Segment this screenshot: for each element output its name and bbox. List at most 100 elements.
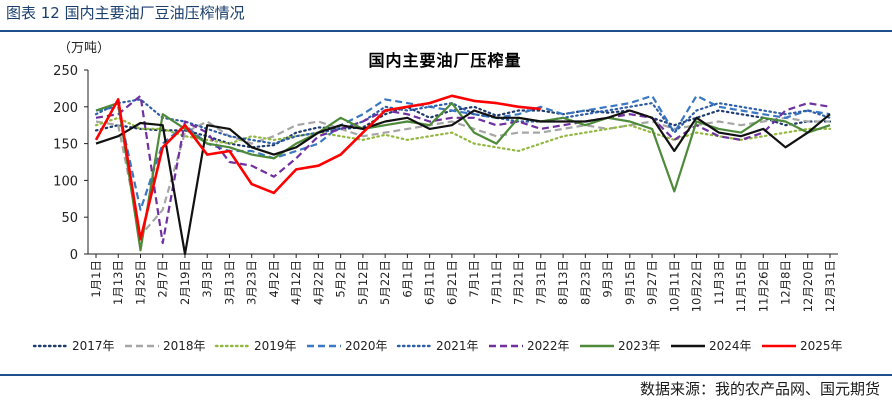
data-point-2024-0 xyxy=(95,143,97,145)
series-line-2025 xyxy=(94,94,541,241)
data-point-2021-6 xyxy=(229,135,231,137)
data-point-2019-20 xyxy=(540,143,542,145)
data-point-2019-13 xyxy=(384,134,386,136)
data-point-2017-10 xyxy=(317,126,319,128)
legend-label: 2019年 xyxy=(254,339,297,353)
legend-label: 2017年 xyxy=(72,339,115,353)
data-point-2019-18 xyxy=(495,146,497,148)
figure-caption: 图表 12 国内主要油厂豆油压榨情况 xyxy=(6,4,245,22)
x-tick-label: 8月13日 xyxy=(556,260,570,305)
chart-title: 国内主要油厂压榨量 xyxy=(368,51,521,70)
data-point-2024-23 xyxy=(607,117,609,119)
data-point-2022-33 xyxy=(829,106,831,108)
data-point-2024-31 xyxy=(785,146,787,148)
data-point-2019-15 xyxy=(429,135,431,137)
data-point-2022-30 xyxy=(762,132,764,134)
data-point-2019-24 xyxy=(629,124,631,126)
x-tick-label: 8月23日 xyxy=(578,260,592,305)
data-point-2025-10 xyxy=(317,165,319,167)
y-tick-label: 50 xyxy=(61,211,78,226)
data-point-2022-28 xyxy=(718,135,720,137)
legend-label: 2025年 xyxy=(800,339,843,353)
data-point-2019-4 xyxy=(184,135,186,137)
legend-label: 2020年 xyxy=(345,339,388,353)
data-point-2024-6 xyxy=(229,128,231,130)
data-point-2021-24 xyxy=(629,106,631,108)
data-point-2022-12 xyxy=(362,121,364,123)
data-point-2024-29 xyxy=(740,135,742,137)
x-tick-label: 3月3日 xyxy=(200,260,214,298)
data-point-2025-2 xyxy=(140,238,142,240)
x-tick-label: 1月1日 xyxy=(89,260,103,298)
data-point-2017-13 xyxy=(384,113,386,115)
source-note: 数据来源：我的农产品网、国元期货 xyxy=(639,380,880,398)
data-point-2018-8 xyxy=(273,135,275,137)
data-point-2024-20 xyxy=(540,121,542,123)
data-point-2019-11 xyxy=(340,135,342,137)
data-point-2019-19 xyxy=(518,150,520,152)
data-point-2024-22 xyxy=(584,121,586,123)
data-point-2022-31 xyxy=(785,110,787,112)
data-point-2023-15 xyxy=(429,124,431,126)
data-point-2023-18 xyxy=(495,143,497,145)
data-point-2025-3 xyxy=(162,146,164,148)
caption-rule xyxy=(0,30,892,32)
data-point-2023-13 xyxy=(384,124,386,126)
data-point-2023-31 xyxy=(785,121,787,123)
data-point-2020-10 xyxy=(317,143,319,145)
data-point-2020-14 xyxy=(406,102,408,104)
data-point-2020-21 xyxy=(562,113,564,115)
data-point-2023-24 xyxy=(629,121,631,123)
x-tick-label: 11月26日 xyxy=(756,260,770,312)
data-point-2023-30 xyxy=(762,117,764,119)
x-tick-label: 7月21日 xyxy=(512,260,526,305)
data-point-2024-26 xyxy=(673,150,675,152)
x-tick-label: 6月21日 xyxy=(445,260,459,305)
data-point-2019-6 xyxy=(229,143,231,145)
x-tick-label: 5月12日 xyxy=(356,260,370,305)
data-point-2024-1 xyxy=(117,135,119,137)
series-line-2018 xyxy=(95,116,830,237)
data-point-2017-18 xyxy=(495,115,497,117)
legend-label: 2018年 xyxy=(163,339,206,353)
data-point-2021-33 xyxy=(829,117,831,119)
data-point-2023-16 xyxy=(451,102,453,104)
data-point-2020-29 xyxy=(740,110,742,112)
data-point-2020-12 xyxy=(362,113,364,115)
data-point-2018-28 xyxy=(718,121,720,123)
data-point-2020-3 xyxy=(162,143,164,145)
data-point-2019-17 xyxy=(473,143,475,145)
x-tick-label: 4月12日 xyxy=(289,260,303,305)
data-point-2024-12 xyxy=(362,128,364,130)
data-point-2020-2 xyxy=(140,209,142,211)
data-point-2018-4 xyxy=(184,132,186,134)
x-tick-label: 7月31日 xyxy=(534,260,548,305)
x-tick-label: 3月23日 xyxy=(245,260,259,305)
data-point-2025-11 xyxy=(340,154,342,156)
x-tick-label: 1月13日 xyxy=(111,260,125,305)
data-point-2018-10 xyxy=(317,121,319,123)
data-point-2018-29 xyxy=(740,124,742,126)
x-tick-label: 10月22日 xyxy=(690,260,704,312)
y-axis-unit: （万吨） xyxy=(58,41,110,56)
data-point-2025-13 xyxy=(384,110,386,112)
data-point-2024-25 xyxy=(651,117,653,119)
data-point-2018-21 xyxy=(562,128,564,130)
x-tick-label: 1月25日 xyxy=(133,260,147,305)
data-point-2024-9 xyxy=(295,146,297,148)
data-point-2024-13 xyxy=(384,121,386,123)
legend-label: 2023年 xyxy=(618,339,661,353)
data-point-2018-7 xyxy=(251,143,253,145)
x-tick-label: 12月8日 xyxy=(779,260,793,305)
data-point-2023-6 xyxy=(229,146,231,148)
data-point-2018-0 xyxy=(95,121,97,123)
data-point-2023-14 xyxy=(406,121,408,123)
data-point-2018-3 xyxy=(162,209,164,211)
data-point-2020-22 xyxy=(584,110,586,112)
data-point-2022-24 xyxy=(629,113,631,115)
data-point-2019-14 xyxy=(406,139,408,141)
data-point-2019-27 xyxy=(696,132,698,134)
data-point-2017-9 xyxy=(295,132,297,134)
data-point-2021-25 xyxy=(651,102,653,104)
data-point-2020-19 xyxy=(518,113,520,115)
